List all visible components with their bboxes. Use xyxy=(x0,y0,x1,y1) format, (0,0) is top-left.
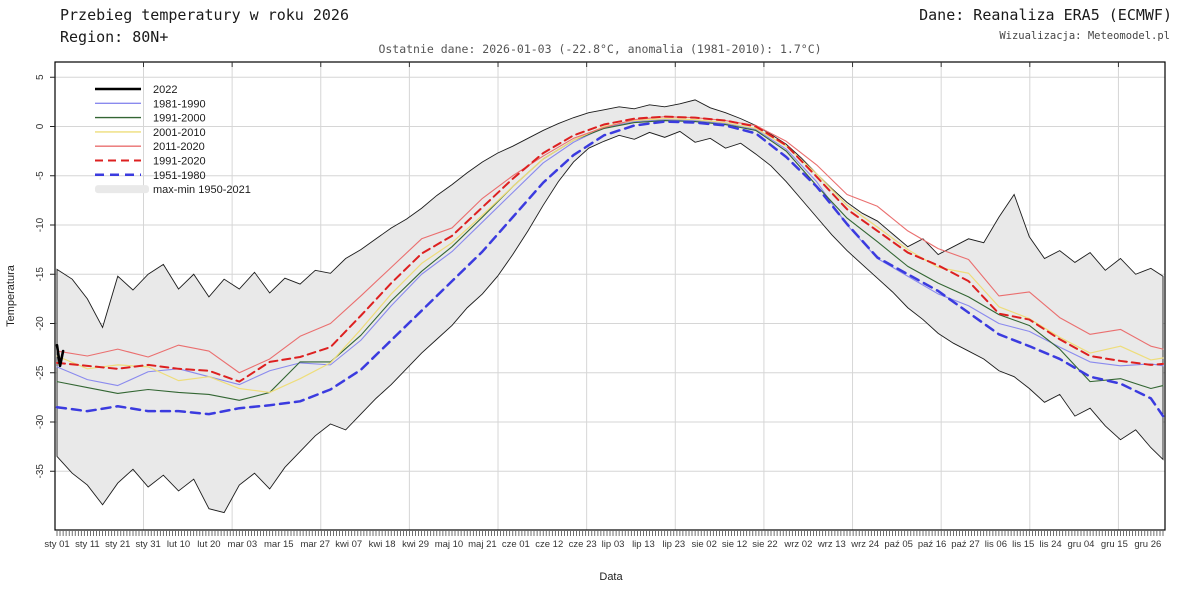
x-tick-label: mar 27 xyxy=(300,539,330,550)
y-tick-label: 0 xyxy=(35,123,46,129)
series-line-1981-1990 xyxy=(56,119,1164,387)
x-tick-label: lut 10 xyxy=(167,539,190,550)
x-tick-label: maj 21 xyxy=(468,539,497,550)
legend-label: 2011-2020 xyxy=(153,141,205,153)
y-tick-label: -25 xyxy=(35,365,46,380)
x-tick-label: mar 15 xyxy=(264,539,294,550)
x-tick-label: gru 15 xyxy=(1101,539,1128,550)
x-tick-label: wrz 24 xyxy=(850,539,879,550)
latest-data-subtitle: Ostatnie dane: 2026-01-03 (-22.8°C, anom… xyxy=(378,42,822,56)
legend-label: 2022 xyxy=(153,84,177,96)
series-line-2022 xyxy=(55,343,65,368)
series-line-2011-2020 xyxy=(56,116,1164,374)
x-tick-label: gru 26 xyxy=(1134,539,1161,550)
x-tick-label: lut 20 xyxy=(197,539,220,550)
x-tick-label: sty 31 xyxy=(135,539,160,550)
y-tick-label: -20 xyxy=(35,316,46,331)
x-tick-label: lip 13 xyxy=(632,539,655,550)
x-tick-label: lip 03 xyxy=(602,539,625,550)
legend-label: 1991-2020 xyxy=(153,156,206,168)
legend-swatch-band xyxy=(95,185,149,194)
x-tick-label: lis 15 xyxy=(1012,539,1034,550)
x-tick-label: lis 06 xyxy=(985,539,1007,550)
max-min-band xyxy=(56,99,1164,514)
x-tick-label: lis 24 xyxy=(1039,539,1061,550)
x-tick-label: sie 22 xyxy=(752,539,777,550)
x-tick-label: kwi 29 xyxy=(402,539,429,550)
legend-label: 1981-1990 xyxy=(153,98,206,110)
x-tick-label: cze 12 xyxy=(535,539,563,550)
x-tick-label: lip 23 xyxy=(662,539,685,550)
legend-label: 1991-2000 xyxy=(153,113,206,125)
x-tick-label: gru 04 xyxy=(1068,539,1095,550)
x-tick-label: maj 10 xyxy=(435,539,464,550)
legend-label-band: max-min 1950-2021 xyxy=(153,184,251,196)
x-tick-label: sie 02 xyxy=(692,539,717,550)
series-line-1991-2000 xyxy=(56,120,1164,401)
y-tick-label: -35 xyxy=(35,464,46,479)
x-tick-label: paź 05 xyxy=(884,539,913,550)
x-tick-label: mar 03 xyxy=(228,539,258,550)
y-tick-label: -10 xyxy=(35,217,46,232)
series-line-1991-2020 xyxy=(56,115,1165,383)
y-tick-label: -15 xyxy=(35,267,46,282)
y-tick-label: 5 xyxy=(35,74,46,80)
visualization-credit: Wizualizacja: Meteomodel.pl xyxy=(999,30,1170,42)
chart-title: Przebieg temperatury w roku 2026 xyxy=(60,6,349,24)
series-line-1951-1980 xyxy=(55,120,1165,418)
legend-label: 2001-2010 xyxy=(153,127,206,139)
y-tick-label: -30 xyxy=(35,414,46,429)
region-label: Region: 80N+ xyxy=(60,28,169,46)
x-tick-label: sty 21 xyxy=(105,539,130,550)
data-source-label: Dane: Reanaliza ERA5 (ECMWF) xyxy=(919,6,1172,24)
x-tick-label: kwi 18 xyxy=(369,539,396,550)
plot-border xyxy=(54,61,1166,531)
daily-tick-comb xyxy=(56,531,1164,536)
x-tick-label: paź 16 xyxy=(918,539,947,550)
x-axis-title: Data xyxy=(599,571,623,583)
chart-plot-area: 5 0 -5 -10 -15 -20 -25 -30 -35 sty 01 sty 11 sty 21… xyxy=(35,61,1166,550)
x-tick-label: cze 01 xyxy=(502,539,530,550)
x-tick-label: sty 01 xyxy=(44,539,69,550)
legend-label: 1951-1980 xyxy=(153,170,206,182)
x-tick-label: sty 11 xyxy=(75,539,100,550)
y-tick-label: -5 xyxy=(35,171,46,180)
x-tick-label: wrz 02 xyxy=(783,539,812,550)
x-tick-label: cze 23 xyxy=(569,539,597,550)
y-axis-title: Temperatura xyxy=(5,264,17,327)
x-tick-label: sie 12 xyxy=(722,539,747,550)
x-tick-label: paź 27 xyxy=(951,539,980,550)
x-tick-label: wrz 13 xyxy=(817,539,846,550)
x-tick-label: kwi 07 xyxy=(335,539,362,550)
